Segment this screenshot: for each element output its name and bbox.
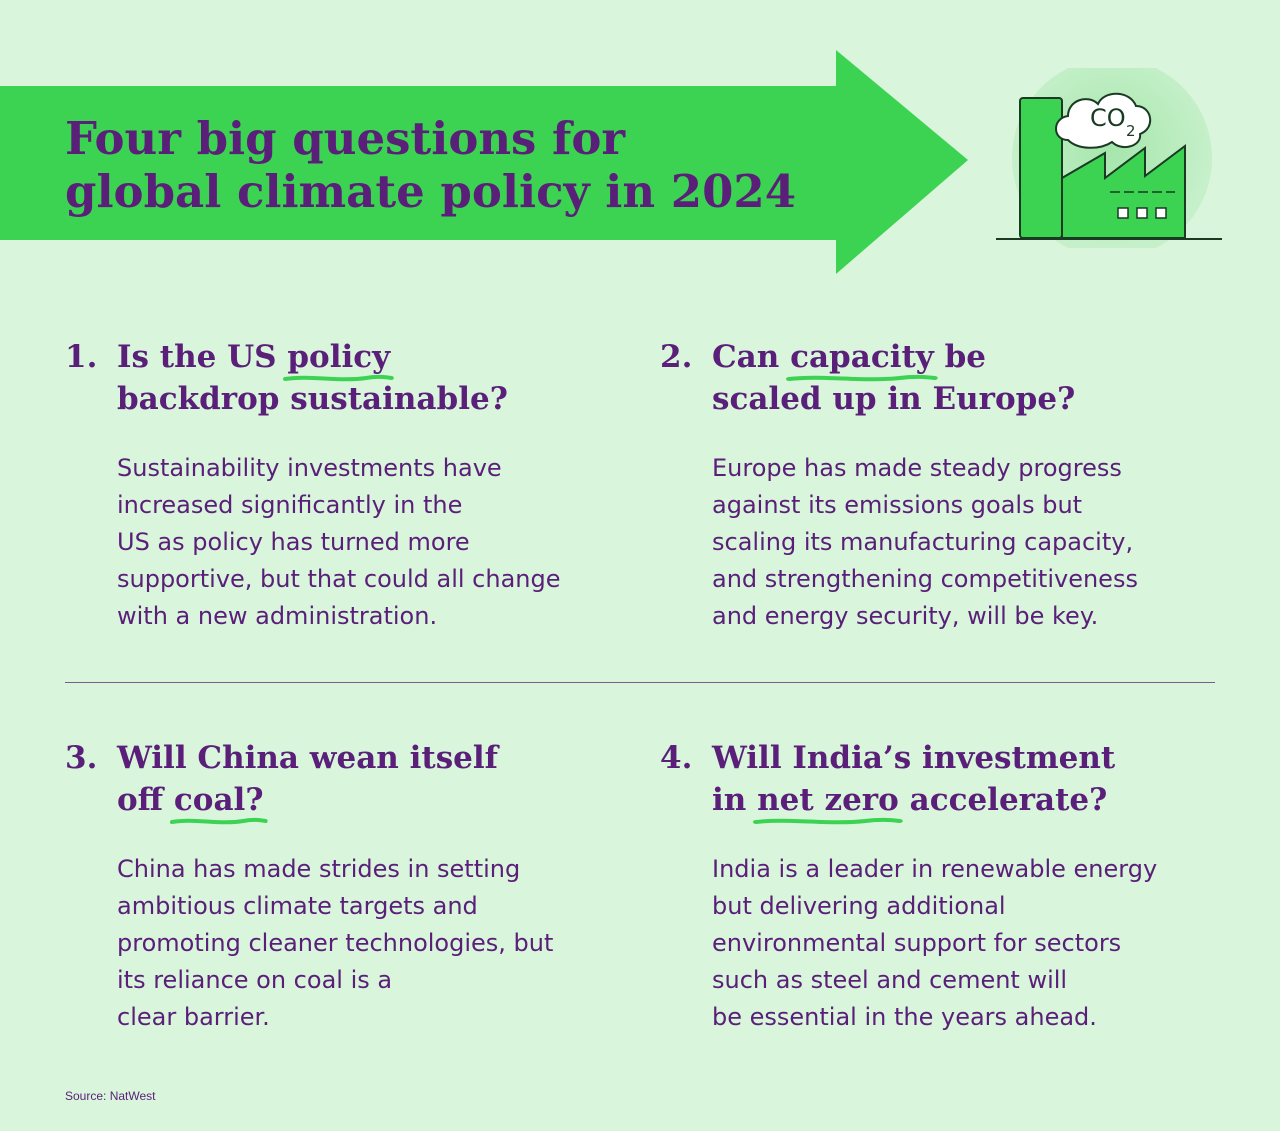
body-line: such as steel and cement will	[712, 966, 1068, 994]
title-text: Can	[712, 339, 791, 375]
question-title: Can capacity be scaled up in Europe?	[712, 336, 1242, 420]
question-4: 4. Will India’s investment in net zero a…	[660, 737, 1220, 1036]
body-line: clear barrier.	[117, 1003, 270, 1031]
title-text: be	[933, 339, 987, 375]
title-line-2: global climate policy in 2024	[65, 165, 797, 218]
body-line: supportive, but that could all change	[117, 565, 561, 593]
question-title: Is the US policy backdrop sustainable?	[117, 336, 647, 420]
body-line: promoting cleaner technologies, but	[117, 929, 554, 957]
body-line: but delivering additional	[712, 892, 1006, 920]
highlight-text: capacity	[790, 339, 934, 375]
body-line: environmental support for sectors	[712, 929, 1122, 957]
question-1: 1. Is the US policy backdrop sustainable…	[65, 336, 625, 635]
underline-squiggle	[169, 817, 268, 825]
body-line: and strengthening competitiveness	[712, 565, 1138, 593]
question-number: 4.	[660, 740, 693, 776]
body-line: be essential in the years ahead.	[712, 1003, 1097, 1031]
source-note: Source: NatWest	[65, 1089, 156, 1103]
factory-co2-icon: CO 2	[996, 68, 1222, 248]
title-text: off	[117, 782, 174, 818]
title-line-2: backdrop sustainable?	[117, 381, 508, 417]
body-line: India is a leader in renewable energy	[712, 855, 1158, 883]
highlight-word: net zero	[753, 779, 903, 825]
body-line: China has made strides in setting	[117, 855, 521, 883]
body-line: increased significantly in the	[117, 491, 463, 519]
question-number: 2.	[660, 339, 693, 375]
highlight-text: policy	[287, 339, 391, 375]
question-number: 1.	[65, 339, 98, 375]
highlight-word: policy	[283, 336, 395, 382]
co2-label: CO	[1090, 104, 1126, 132]
title-text: accelerate?	[898, 782, 1108, 818]
question-body: China has made strides in setting ambiti…	[117, 851, 637, 1036]
banner-arrow	[0, 50, 968, 274]
question-title: Will India’s investment in net zero acce…	[712, 737, 1242, 825]
body-line: Sustainability investments have	[117, 454, 502, 482]
title-line-2: scaled up in Europe?	[712, 381, 1076, 417]
highlight-word: coal?	[169, 779, 268, 825]
question-body: India is a leader in renewable energy bu…	[712, 851, 1232, 1036]
question-3: 3. Will China wean itself off coal? Chin…	[65, 737, 625, 1036]
body-line: ambitious climate targets and	[117, 892, 478, 920]
section-divider	[65, 682, 1215, 683]
co2-subscript: 2	[1126, 122, 1136, 140]
title-text: in	[712, 782, 758, 818]
underline-squiggle	[753, 817, 903, 825]
body-line: US as policy has turned more	[117, 528, 470, 556]
highlight-word: capacity	[786, 336, 938, 382]
body-line: and energy security, will be key.	[712, 602, 1099, 630]
question-title: Will China wean itself off coal?	[117, 737, 647, 825]
underline-squiggle	[283, 374, 395, 382]
body-line: scaling its manufacturing capacity,	[712, 528, 1134, 556]
question-body: Europe has made steady progress against …	[712, 450, 1232, 635]
highlight-text: net zero	[757, 782, 899, 818]
body-line: with a new administration.	[117, 602, 438, 630]
underline-squiggle	[786, 374, 938, 382]
title-text: Is the US	[117, 339, 288, 375]
body-line: Europe has made steady progress	[712, 454, 1122, 482]
question-2: 2. Can capacity be scaled up in Europe? …	[660, 336, 1220, 635]
highlight-text: coal?	[173, 782, 264, 818]
title-line-1: Will India’s investment	[712, 740, 1116, 776]
body-line: against its emissions goals but	[712, 491, 1083, 519]
title-line-1: Four big questions for	[65, 112, 626, 165]
title-line-1: Will China wean itself	[117, 740, 499, 776]
page-title: Four big questions for global climate po…	[65, 112, 885, 218]
question-number: 3.	[65, 740, 98, 776]
question-body: Sustainability investments have increase…	[117, 450, 637, 635]
body-line: its reliance on coal is a	[117, 966, 393, 994]
